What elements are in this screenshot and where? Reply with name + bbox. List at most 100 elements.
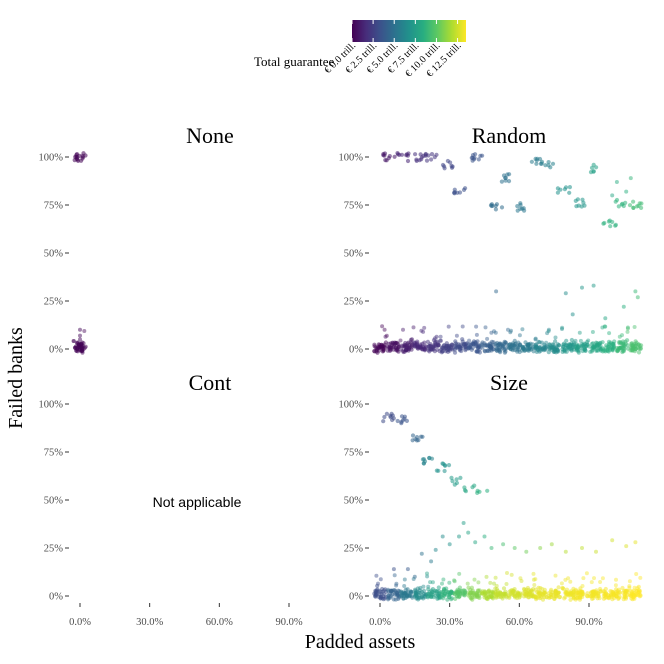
data-point [441,577,446,582]
data-point [580,584,585,588]
data-point [576,347,581,353]
data-point [450,342,455,347]
data-point [568,579,573,584]
data-point [616,204,621,209]
data-point [398,347,404,352]
data-point [71,339,76,344]
data-point [455,190,460,195]
data-point [635,295,640,300]
data-point [546,591,551,596]
x-tick-label: 60.0% [206,617,233,628]
panel-size: 0% 25% 50% 75% 100% 0.0% 30.0% 60.0% 90.0% [339,400,643,628]
data-point [453,345,458,350]
data-point [542,587,547,592]
data-point [617,334,622,339]
data-point [540,597,546,602]
data-point [561,344,566,349]
data-point [598,580,603,584]
data-point [500,596,505,601]
y-tick-label: 75% [344,201,364,212]
data-point [531,577,536,582]
data-point [581,200,586,205]
data-point [489,589,495,594]
data-point [533,156,538,161]
data-point [638,575,643,580]
data-point [434,152,439,157]
data-point [418,585,423,591]
data-point [500,343,506,348]
data-point [600,325,605,330]
data-point [621,304,626,309]
panel-random: 0% 25% 50% 75% 100% [339,151,644,356]
data-point [462,592,467,597]
data-point [476,580,481,585]
y-tick-label: 100% [39,153,64,164]
data-point [573,338,578,343]
data-point [440,345,445,350]
not-applicable-note: Not applicable [153,494,242,510]
data-point [634,572,639,576]
data-point [439,595,444,600]
data-point [458,475,463,480]
data-point [632,593,637,598]
data-point [432,349,437,354]
y-tick-label: 25% [344,544,364,555]
data-point [414,435,420,440]
data-point [601,348,607,353]
data-point [594,549,598,554]
data-point [452,578,457,583]
data-point [550,161,556,166]
data-point [425,574,430,579]
data-point [408,340,413,345]
data-point [436,585,441,590]
data-point [379,344,385,349]
data-point [505,172,510,177]
y-tick-label: 50% [44,496,64,507]
data-point [613,222,619,227]
data-point [624,544,629,549]
data-point [558,594,563,600]
data-point [382,414,387,420]
data-point [625,326,630,331]
data-point [402,577,407,582]
data-point [438,338,443,343]
data-point [482,534,487,539]
data-point [424,158,430,163]
data-point [476,157,481,162]
data-point [549,542,554,547]
data-point [394,341,399,346]
data-point [79,341,84,346]
data-point [458,342,463,347]
data-point [538,546,543,550]
data-point [499,205,505,210]
y-tick-label: 25% [344,297,364,308]
data-point [533,595,538,600]
data-point [447,542,452,547]
data-point [553,335,558,340]
data-point [488,593,493,599]
data-point [444,343,449,349]
data-point [409,589,414,595]
panel-none: 0% 25% 50% 75% 100% [39,151,88,356]
data-point [608,589,613,594]
data-point [534,344,539,349]
data-point [445,158,450,164]
y-tick-label: 75% [44,201,64,212]
data-point [522,587,527,592]
x-tick-label: 30.0% [136,617,163,628]
data-point [484,574,489,579]
data-point [81,151,86,156]
data-point [494,289,499,294]
data-point [73,154,78,159]
data-point [378,577,383,582]
data-point [440,534,445,539]
data-point [616,596,621,602]
data-point [580,546,584,550]
data-point [378,589,383,594]
data-point [639,205,644,210]
data-point [473,540,478,545]
data-point [412,574,417,579]
data-point [558,187,563,192]
data-point [566,576,571,581]
